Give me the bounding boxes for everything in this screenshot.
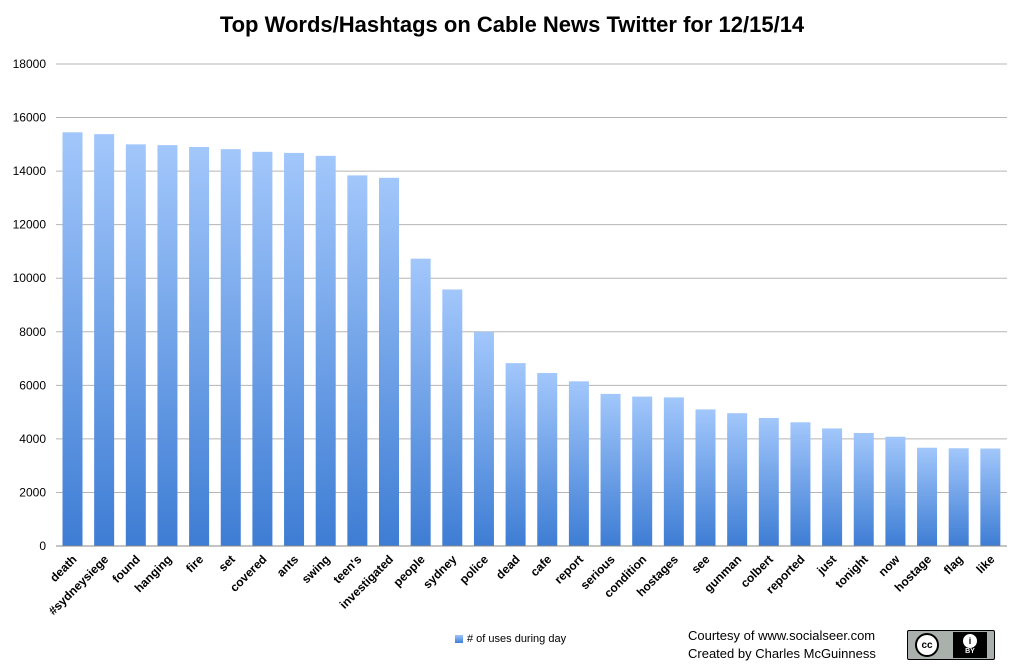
y-axis-ticks: 0 2000 4000 6000 8000 10000 12000 14000 16000 180… [13, 57, 47, 553]
bar-sydney [442, 289, 463, 546]
x-tick-label: just [814, 552, 840, 578]
bar-investigated [379, 177, 399, 547]
bar-ants [284, 152, 305, 546]
bar-swing [315, 155, 336, 546]
bar-see [695, 409, 716, 546]
x-tick-label: set [216, 552, 238, 574]
bar-colbert [758, 418, 779, 546]
x-tick-label: tonight [832, 552, 871, 591]
bar-flag [948, 448, 969, 546]
bar-set [220, 149, 241, 547]
bar-hostages [663, 397, 684, 546]
x-tick-label: now [876, 552, 903, 579]
legend: # of uses during day [455, 633, 566, 645]
bar-report [568, 381, 589, 546]
x-tick-label: see [689, 552, 713, 576]
x-tick-label: police [457, 552, 492, 587]
y-tick-label: 6000 [19, 378, 46, 392]
bar-found [125, 144, 146, 547]
bar-hanging [157, 145, 178, 547]
y-tick-label: 8000 [19, 325, 46, 339]
bar-police [473, 331, 494, 546]
y-tick-label: 12000 [13, 218, 47, 232]
bar-cafe [537, 373, 558, 546]
y-tick-label: 18000 [13, 57, 47, 71]
gridlines [56, 63, 1007, 493]
bar-gunman [727, 413, 748, 546]
y-tick-label: 0 [39, 539, 46, 553]
bar-tonight [853, 432, 874, 546]
cc-circle-icon: cc [915, 633, 939, 657]
bars [62, 132, 1001, 547]
bar-death [62, 132, 83, 547]
y-tick-label: 14000 [13, 164, 47, 178]
y-tick-label: 10000 [13, 271, 47, 285]
x-tick-label: sydney [420, 552, 459, 591]
y-tick-label: 4000 [19, 432, 46, 446]
by-label: BY [965, 648, 975, 655]
bar-teens [347, 175, 368, 546]
y-tick-label: 16000 [13, 111, 47, 125]
bar-covered [252, 151, 273, 546]
x-tick-label: dead [493, 552, 523, 582]
bar-condition [632, 396, 653, 546]
x-tick-label: swing [299, 552, 333, 586]
x-tick-label: like [973, 552, 997, 576]
person-icon: i [963, 634, 977, 648]
x-tick-label: flag [941, 552, 966, 577]
creative-commons-by-icon: cc i BY [907, 630, 995, 660]
legend-label: # of uses during day [467, 633, 567, 645]
bar-fire [189, 147, 210, 546]
bar-people [410, 258, 431, 546]
x-tick-label: ants [274, 552, 302, 580]
x-tick-label: cafe [527, 552, 554, 579]
bar-sydneysiege [94, 134, 115, 546]
bar-like [980, 448, 1001, 546]
bar-just [822, 428, 843, 546]
bar-reported [790, 422, 811, 546]
y-tick-label: 2000 [19, 485, 46, 499]
credit-line-2: Created by Charles McGuinness [688, 646, 876, 661]
bar-hostage [917, 447, 938, 546]
bar-dead [505, 363, 526, 546]
credit-line-1: Courtesy of www.socialseer.com [688, 628, 876, 643]
legend-swatch [455, 635, 463, 643]
by-icon: i BY [953, 632, 987, 658]
bar-serious [600, 393, 621, 546]
bar-now [885, 436, 906, 546]
chart-title: Top Words/Hashtags on Cable News Twitter… [219, 12, 805, 37]
x-tick-label: fire [183, 552, 206, 575]
